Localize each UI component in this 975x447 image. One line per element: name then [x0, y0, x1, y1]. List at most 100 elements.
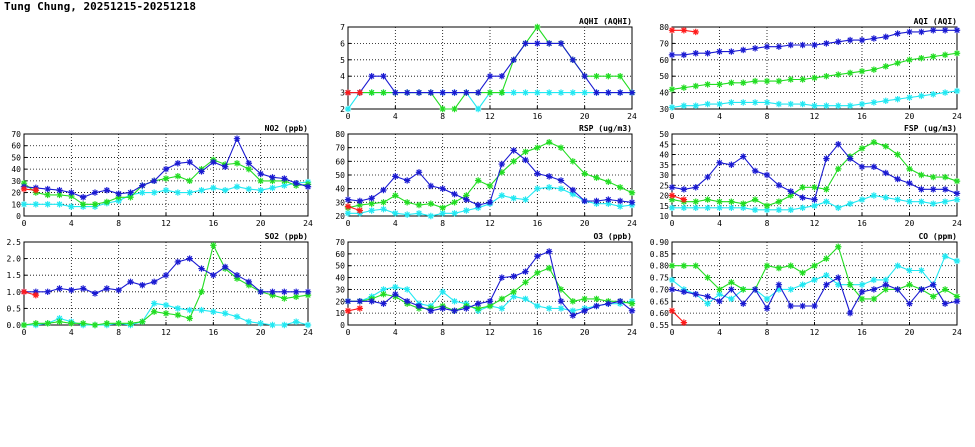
data-point-blue [186, 255, 192, 261]
data-point-cyan [451, 210, 457, 216]
data-point-cyan [534, 303, 540, 309]
data-point-green [693, 83, 699, 89]
y-tick-label: 0.90 [650, 238, 669, 247]
x-tick-label: 20 [256, 219, 266, 228]
data-point-cyan [439, 210, 445, 216]
data-point-green [835, 71, 841, 77]
data-point-green [764, 263, 770, 269]
data-point-blue [799, 303, 805, 309]
data-point-cyan [439, 289, 445, 295]
data-point-blue [139, 182, 145, 188]
data-point-green [629, 190, 635, 196]
data-point-cyan [954, 88, 960, 94]
data-point-blue [918, 29, 924, 35]
chart-panel: 0 4 8 12 16 20 24010203040506070NO2 (ppb) [11, 124, 313, 228]
data-point-cyan [210, 309, 216, 315]
y-tick-label: 0 [340, 321, 345, 330]
data-point-blue [104, 285, 110, 291]
data-point-green [210, 242, 216, 248]
data-point-blue [416, 303, 422, 309]
data-point-green [918, 172, 924, 178]
data-point-blue [534, 40, 540, 46]
data-point-cyan [894, 96, 900, 102]
x-tick-label: 16 [857, 219, 867, 228]
data-point-blue [693, 50, 699, 56]
data-point-green [522, 279, 528, 285]
data-point-cyan [894, 196, 900, 202]
data-point-cyan [416, 210, 422, 216]
data-point-blue [811, 196, 817, 202]
data-point-cyan [463, 207, 469, 213]
data-point-blue [463, 89, 469, 95]
data-point-green [894, 151, 900, 157]
data-point-blue [487, 298, 493, 304]
data-point-cyan [186, 189, 192, 195]
data-point-cyan [246, 186, 252, 192]
data-point-green [740, 286, 746, 292]
data-point-cyan [859, 196, 865, 202]
y-tick-label: 30 [335, 198, 345, 207]
data-point-cyan [918, 198, 924, 204]
y-tick-label: 6 [340, 39, 345, 48]
data-point-cyan [222, 310, 228, 316]
x-tick-label: 20 [580, 219, 590, 228]
data-point-blue [823, 155, 829, 161]
data-point-cyan [823, 198, 829, 204]
x-tick-label: 24 [303, 328, 313, 337]
data-point-blue [222, 264, 228, 270]
y-tick-label: 50 [659, 72, 669, 81]
x-tick-label: 24 [952, 219, 962, 228]
x-tick-label: 12 [485, 219, 495, 228]
y-tick-label: 0.0 [7, 321, 22, 330]
data-point-green [175, 312, 181, 318]
data-point-green [823, 73, 829, 79]
data-point-blue [463, 305, 469, 311]
chart-title: SO2 (ppb) [265, 232, 308, 241]
data-point-blue [593, 89, 599, 95]
data-point-green [104, 320, 110, 326]
data-point-blue [416, 89, 422, 95]
data-point-cyan [894, 263, 900, 269]
data-point-blue [871, 286, 877, 292]
data-point-blue [163, 272, 169, 278]
chart-panel: 0 4 8 12 16 20 240.00.51.01.52.02.5SO2 (ppb) [7, 232, 313, 337]
data-point-cyan [669, 277, 675, 283]
x-tick-label: 12 [161, 328, 171, 337]
y-tick-label: 20 [335, 212, 345, 221]
data-point-blue [357, 298, 363, 304]
data-point-blue [894, 30, 900, 36]
data-point-blue [570, 312, 576, 318]
data-point-blue [629, 308, 635, 314]
x-tick-label: 4 [69, 219, 74, 228]
data-point-cyan [617, 203, 623, 209]
data-point-blue [788, 303, 794, 309]
data-point-green [871, 139, 877, 145]
data-point-blue [380, 300, 386, 306]
data-point-blue [392, 89, 398, 95]
data-point-blue [222, 164, 228, 170]
data-point-blue [345, 196, 351, 202]
x-tick-label: 8 [440, 219, 445, 228]
data-point-cyan [693, 103, 699, 109]
data-point-blue [788, 188, 794, 194]
data-point-green [570, 158, 576, 164]
data-point-cyan [198, 307, 204, 313]
x-tick-label: 8 [116, 328, 121, 337]
y-tick-label: 60 [335, 250, 345, 259]
data-point-blue [451, 191, 457, 197]
data-point-blue [151, 279, 157, 285]
x-tick-label: 4 [717, 112, 722, 121]
data-point-cyan [811, 203, 817, 209]
data-point-blue [764, 43, 770, 49]
data-point-blue [894, 176, 900, 182]
y-tick-label: 5 [340, 56, 345, 65]
data-point-cyan [788, 207, 794, 213]
data-point-cyan [823, 272, 829, 278]
x-tick-label: 8 [765, 112, 770, 121]
y-tick-label: 50 [335, 262, 345, 271]
data-point-cyan [704, 101, 710, 107]
data-point-blue [704, 293, 710, 299]
data-point-blue [522, 157, 528, 163]
data-point-green [257, 178, 263, 184]
data-point-red [345, 308, 351, 314]
